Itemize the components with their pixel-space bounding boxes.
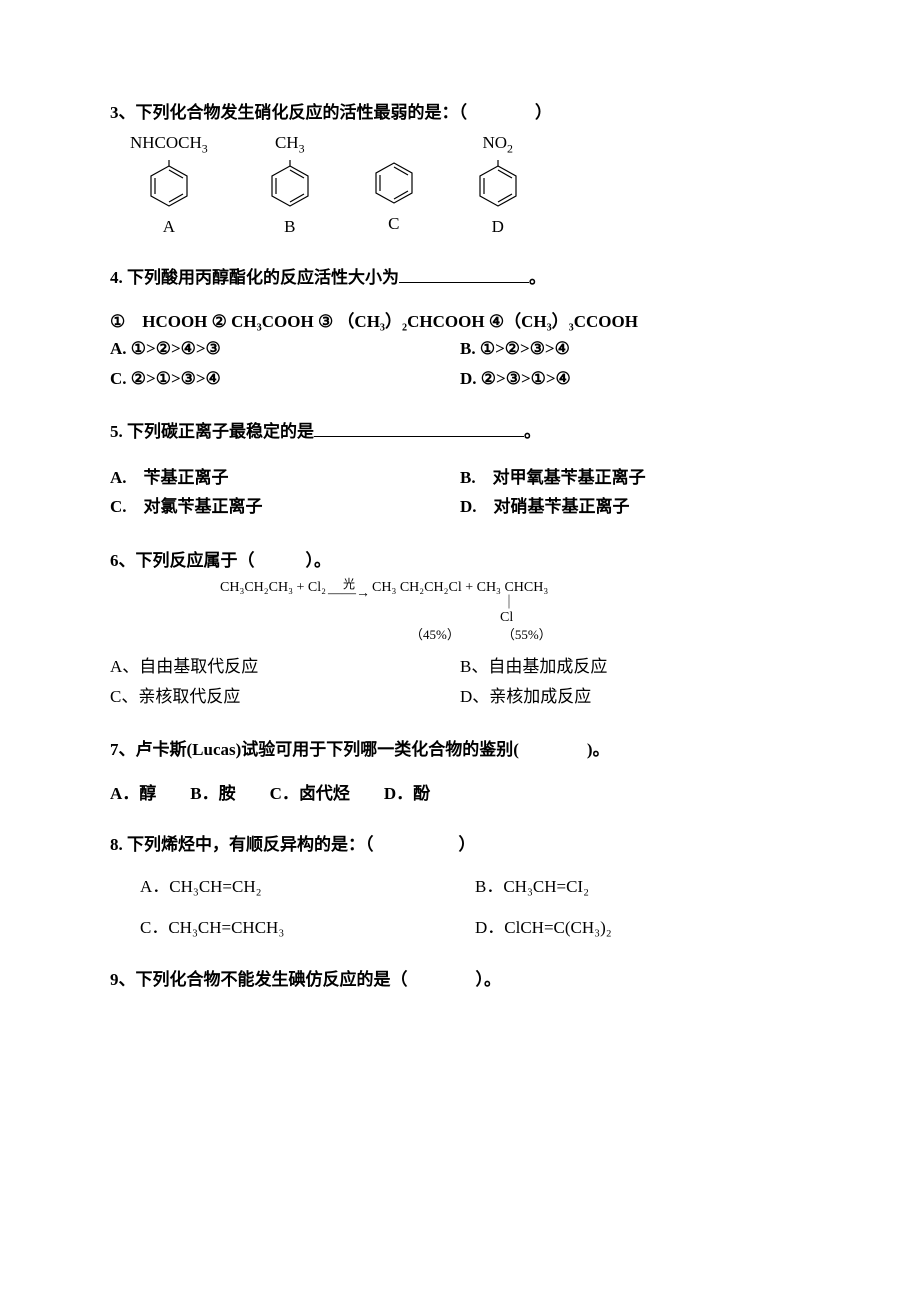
q3-compound-b: CH3 B: [268, 130, 312, 240]
q3-compounds: NHCOCH3 A CH3 B C NO2 D: [110, 130, 810, 240]
benzene-ring-icon: [372, 155, 416, 205]
q7-text: 7、卢卡斯(Lucas)试验可用于下列哪一类化合物的鉴别( )。: [110, 737, 810, 763]
q9-text: 9、下列化合物不能发生碘仿反应的是（ ）。: [110, 967, 810, 993]
q4-compounds-line: ① HCOOH ② CH₃COOH ③ （CH₃）₂CHCOOH ④（CH₃）₃…: [110, 309, 810, 335]
question-9: 9、下列化合物不能发生碘仿反应的是（ ）。: [110, 967, 810, 993]
blank-fill[interactable]: [314, 419, 524, 437]
arrow-icon: 光 ——→: [328, 578, 370, 598]
question-8: 8. 下列烯烃中，有顺反异构的是：（ ） A．CH₃CH=CH₂ B．CH₃CH…: [110, 832, 810, 941]
q3-a-substituent: NHCOCH3: [130, 130, 208, 158]
q8-text: 8. 下列烯烃中，有顺反异构的是：（ ）: [110, 832, 810, 858]
q6-rhs: CH₃ CH₂CH₂Cl + CH₃ CHCH₃: [372, 577, 548, 598]
q6-opt-c[interactable]: C、亲核取代反应: [110, 684, 460, 710]
blank-fill[interactable]: [399, 265, 529, 283]
q4-options: A. ①>②>④>③ B. ①>②>③>④ C. ②>①>③>④ D. ②>③>…: [110, 334, 810, 393]
q5-opt-c[interactable]: C. 对氯苄基正离子: [110, 494, 460, 520]
q7-options[interactable]: A．醇 B．胺 C．卤代烃 D．酚: [110, 781, 810, 807]
q5-opt-d[interactable]: D. 对硝基苄基正离子: [460, 494, 810, 520]
q3-compound-d: NO2 D: [476, 130, 520, 240]
q5-options: A. 苄基正离子 B. 对甲氧基苄基正离子 C. 对氯苄基正离子 D. 对硝基苄…: [110, 463, 810, 522]
q6-lhs: CH₃CH₂CH₃ + Cl₂: [220, 577, 326, 598]
q4-opt-c[interactable]: C. ②>①>③>④: [110, 366, 460, 392]
q6-reaction: CH₃CH₂CH₃ + Cl₂ 光 ——→ CH₃ CH₂CH₂Cl + CH₃…: [110, 577, 810, 644]
q3-text: 3、下列化合物发生硝化反应的活性最弱的是：（ ）: [110, 100, 810, 126]
q6-opt-a[interactable]: A、自由基取代反应: [110, 654, 460, 680]
question-4: 4. 下列酸用丙醇酯化的反应活性大小为。 ① HCOOH ② CH₃COOH ③…: [110, 265, 810, 393]
q6-options: A、自由基取代反应 B、自由基加成反应 C、亲核取代反应 D、亲核加成反应: [110, 652, 810, 711]
q4-opt-a[interactable]: A. ①>②>④>③: [110, 336, 460, 362]
q6-branch: Cl: [220, 611, 810, 625]
question-5: 5. 下列碳正离子最稳定的是。 A. 苄基正离子 B. 对甲氧基苄基正离子 C.…: [110, 419, 810, 522]
q3-c-substituent: [392, 130, 396, 156]
q8-opt-b[interactable]: B．CH₃CH=CI₂: [475, 874, 589, 900]
q6-opt-b[interactable]: B、自由基加成反应: [460, 654, 810, 680]
q8-options: A．CH₃CH=CH₂ B．CH₃CH=CI₂ C．CH₃CH=CHCH₃ D．…: [110, 874, 810, 941]
q3-compound-a: NHCOCH3 A: [130, 130, 208, 240]
q3-b-letter: B: [284, 214, 295, 240]
q5-text: 5. 下列碳正离子最稳定的是。: [110, 419, 810, 445]
q3-compound-c: C: [372, 130, 416, 240]
q6-branch-bar: ｜: [220, 598, 810, 611]
q4-opt-d[interactable]: D. ②>③>①>④: [460, 366, 810, 392]
q3-d-letter: D: [492, 214, 504, 240]
q6-text: 6、下列反应属于（ ）。: [110, 548, 810, 574]
q6-percents: （45%） （55%）: [220, 625, 810, 645]
q4-text: 4. 下列酸用丙醇酯化的反应活性大小为。: [110, 265, 810, 291]
q8-opt-c[interactable]: C．CH₃CH=CHCH₃: [140, 915, 475, 941]
q8-opt-a[interactable]: A．CH₃CH=CH₂: [140, 874, 475, 900]
q3-a-letter: A: [163, 214, 175, 240]
q3-b-substituent: CH3: [275, 130, 305, 158]
q5-opt-b[interactable]: B. 对甲氧基苄基正离子: [460, 465, 810, 491]
benzene-ring-icon: [268, 158, 312, 208]
q3-d-substituent: NO2: [482, 130, 513, 158]
benzene-ring-icon: [147, 158, 191, 208]
q5-opt-a[interactable]: A. 苄基正离子: [110, 465, 460, 491]
benzene-ring-icon: [476, 158, 520, 208]
question-7: 7、卢卡斯(Lucas)试验可用于下列哪一类化合物的鉴别( )。 A．醇 B．胺…: [110, 737, 810, 806]
q4-opt-b[interactable]: B. ①>②>③>④: [460, 336, 810, 362]
q3-c-letter: C: [388, 211, 399, 237]
q8-opt-d[interactable]: D．ClCH=C(CH₃)₂: [475, 915, 612, 941]
q6-opt-d[interactable]: D、亲核加成反应: [460, 684, 810, 710]
question-3: 3、下列化合物发生硝化反应的活性最弱的是：（ ） NHCOCH3 A CH3 B…: [110, 100, 810, 239]
question-6: 6、下列反应属于（ ）。 CH₃CH₂CH₃ + Cl₂ 光 ——→ CH₃ C…: [110, 548, 810, 712]
